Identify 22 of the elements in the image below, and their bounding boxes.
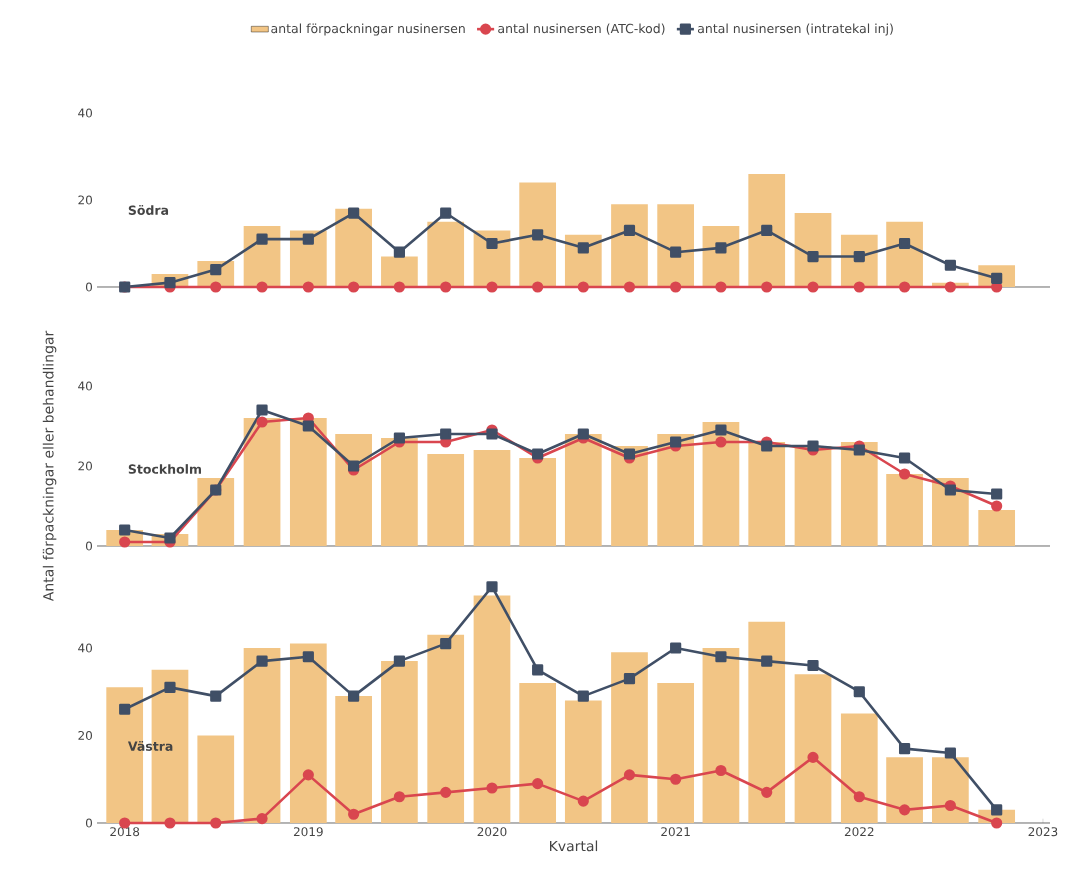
x-axis-title: Kvartal <box>550 840 598 852</box>
annotation: Södra <box>128 205 169 215</box>
y-tick-label: 20 <box>78 730 93 741</box>
legend-label: antal förpackningar nusinersen <box>271 23 465 36</box>
x-tick-label: 2020 <box>477 827 507 837</box>
y-tick-label: 0 <box>85 818 93 828</box>
legend-label: antal nusinersen (ATC-kod) <box>498 23 665 35</box>
y-tick-label: 0 <box>85 282 93 292</box>
annotation: Stockholm <box>128 464 201 474</box>
y-tick-label: 40 <box>78 643 93 653</box>
y-tick-label: 40 <box>78 381 93 391</box>
y-tick-label: 20 <box>78 461 93 471</box>
y-tick-label: 40 <box>78 108 93 118</box>
legend-label: antal nusinersen (intratekal inj) <box>697 23 893 36</box>
x-tick-label: 2021 <box>661 827 690 837</box>
y-axis-title: Antal förpackningar eller behandlingar <box>42 330 57 602</box>
x-tick-label: 2023 <box>1028 827 1058 837</box>
y-tick-label: 0 <box>85 541 93 551</box>
x-tick-label: 2019 <box>293 827 323 837</box>
x-tick-label: 2018 <box>110 827 140 837</box>
y-tick-label: 20 <box>78 195 93 205</box>
x-tick-label: 2022 <box>844 827 874 837</box>
